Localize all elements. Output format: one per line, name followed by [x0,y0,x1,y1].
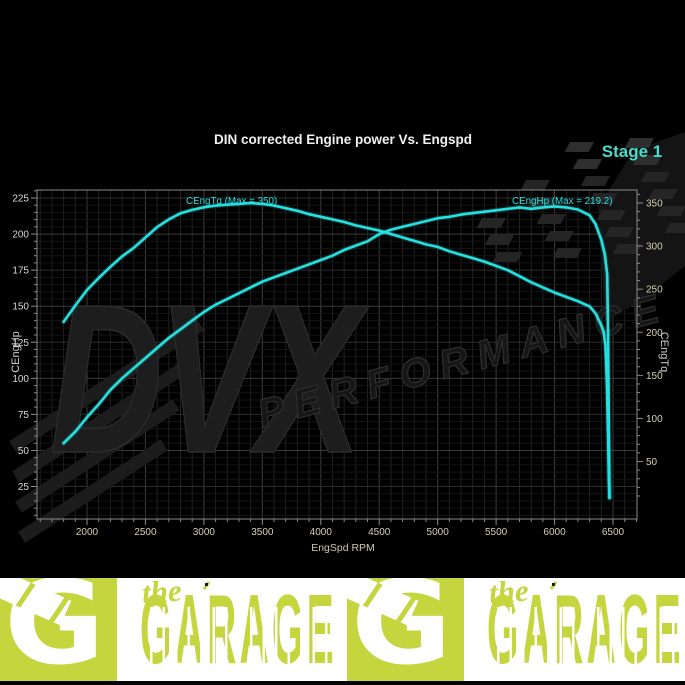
left-tick-label: 175 [12,266,29,277]
x-tick-label: 4000 [310,527,333,538]
left-tick-label: 200 [12,230,29,241]
left-tick-label: 50 [18,446,30,457]
x-tick-label: 5500 [485,527,508,538]
left-tick-label: 225 [12,194,29,205]
dyno-curves [61,200,612,501]
checker-cell [492,252,522,262]
stage-badge: Stage 1 [602,142,662,161]
checker-cell [564,142,594,152]
garage-banner: G the GARAGE G the GARAGE [0,578,685,685]
dvx-watermark: DVX PERFORMANCE [9,132,685,543]
right-axis-title: CEngTq [658,332,670,372]
x-tick-label: 6000 [543,527,566,538]
cenghp-curve [62,205,611,500]
garage-logo-square: G [347,578,464,681]
stripe-bar [18,439,168,543]
left-tick-label: 25 [18,482,30,493]
right-tick-label: 150 [646,371,663,382]
right-tick-label: 50 [646,457,658,468]
x-tick-label: 2000 [76,527,99,538]
stencil-slits [487,607,685,679]
right-tick-label: 300 [646,242,663,253]
torque-max-annotation: CEngTq (Max = 350) [186,196,277,207]
checkered-flag-pattern [476,138,685,262]
x-tick-label: 5000 [427,527,450,538]
left-axis-title: CEngHp [10,331,22,373]
checker-cell [580,176,610,186]
watermark-dvx-text: DVX [50,262,370,498]
checker-cell [612,244,642,254]
right-tick-label: 350 [646,199,663,210]
x-tick-label: 3500 [251,527,274,538]
checker-cell [664,223,685,233]
chart-canvas: DVX PERFORMANCE 2000 2500 3000 3500 4000 4500… [9,132,685,554]
checker-cell [484,235,514,245]
chart-title: DIN corrected Engine power Vs. Engspd [214,132,472,147]
checker-cell [476,218,506,228]
stencil-slits [140,607,345,679]
plot-axes [31,189,643,525]
plot-border [36,189,638,520]
garage-wordmark: the GARAGE [140,578,345,681]
x-tick-label: 4500 [368,527,391,538]
speed-stripes [9,319,205,543]
stripe-group [9,319,205,543]
checker-cell [640,172,670,182]
checker-cell [552,248,582,258]
checker-cell [656,206,685,216]
right-tick-label: 250 [646,285,663,296]
power-max-annotation: CEngHp (Max = 219.2) [512,196,612,207]
x-tick-label: 6500 [602,527,625,538]
garage-logo-square: G [0,578,117,681]
checker-cell [520,180,550,190]
checker-cell [588,193,618,203]
checker-cell [572,159,602,169]
left-tick-label: 125 [12,338,29,349]
checker-cell [596,210,626,220]
stripe-bar [12,359,192,483]
left-tick-label: 100 [12,374,29,385]
x-tick-label: 2500 [134,527,157,538]
checker-cell [544,231,574,241]
checker-cell [632,155,662,165]
checker-cell [648,189,678,199]
right-tick-label: 200 [646,328,663,339]
dyno-chart: DVX PERFORMANCE 2000 2500 3000 3500 4000 4500… [9,132,685,554]
checker-cell [528,197,558,207]
accent-dot [205,583,208,586]
cengtq-curve [62,201,611,500]
left-tick-label: 150 [12,302,29,313]
stripe-bar [15,399,180,513]
banner-bottom-rule [0,681,685,685]
x-axis-title: EngSpd RPM [311,542,375,554]
checker-cell [604,227,634,237]
x-tick-label: 3000 [193,527,216,538]
garage-wordmark: the GARAGE [487,578,685,681]
right-tick-label: 100 [646,414,663,425]
checker-cell [536,214,566,224]
accent-dot [552,583,555,586]
checker-cell [624,138,654,148]
axis-tick-labels: 2000 2500 3000 3500 4000 4500 5000 5500 6000 6500… [12,194,663,539]
left-tick-label: 75 [18,410,30,421]
stripe-bar [9,319,205,453]
